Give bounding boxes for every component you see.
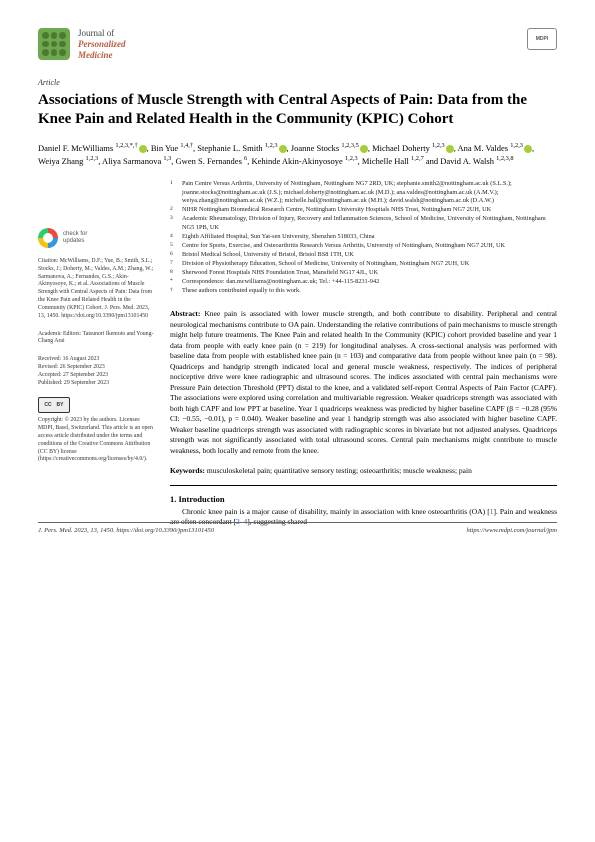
- affiliation-row: 4 Eighth Affiliated Hospital, Sun Yat-sen…: [170, 233, 557, 242]
- sidebar-column: check for updates Citation: McWilliams, …: [38, 180, 156, 528]
- citation-block: Citation: McWilliams, D.F.; Yue, B.; Smi…: [38, 258, 156, 321]
- keywords-text: musculoskeletal pain; quantitative senso…: [207, 466, 472, 475]
- abstract-label: Abstract:: [170, 309, 200, 318]
- journal-logo-icon: [38, 28, 70, 60]
- affiliation-marker: 8: [170, 269, 176, 278]
- affiliation-row: † These authors contributed equally to th…: [170, 287, 557, 296]
- affiliation-text: Sherwood Forest Hospitals NHS Foundation…: [182, 269, 378, 278]
- abstract-text: Knee pain is associated with lower muscl…: [170, 309, 557, 455]
- affiliation-marker: 5: [170, 242, 176, 251]
- affiliation-marker: 2: [170, 206, 176, 215]
- affiliation-row: 3 Academic Rheumatology, Division of Inju…: [170, 215, 557, 232]
- affiliation-row: 5 Centre for Sports, Exercise, and Osteoa…: [170, 242, 557, 251]
- page-header: Journal of Personalized Medicine MDPI: [38, 28, 557, 60]
- journal-brand: Journal of Personalized Medicine: [38, 28, 126, 60]
- journal-name-l1: Journal of: [78, 28, 126, 39]
- affiliation-text: NIHR Nottingham Biomedical Research Cent…: [182, 206, 491, 215]
- article-dates: Received: 16 August 2023Revised: 26 Sept…: [38, 356, 156, 387]
- check-for-updates-button[interactable]: check for updates: [38, 228, 156, 248]
- affiliation-text: Centre for Sports, Exercise, and Osteoar…: [182, 242, 505, 251]
- affiliation-marker: 7: [170, 260, 176, 269]
- keywords-block: Keywords: musculoskeletal pain; quantita…: [170, 466, 557, 486]
- journal-name-l2: Personalized: [78, 39, 126, 50]
- affiliation-text: Academic Rheumatology, Division of Injur…: [182, 215, 557, 232]
- cc-by-icon: CCBY: [38, 397, 70, 413]
- check-updates-l2: updates: [63, 238, 87, 245]
- affiliation-marker: 6: [170, 251, 176, 260]
- journal-name: Journal of Personalized Medicine: [78, 28, 126, 60]
- affiliation-row: 6 Bristol Medical School, University of B…: [170, 251, 557, 260]
- affiliation-row: 7 Division of Physiotherapy Education, Sc…: [170, 260, 557, 269]
- affiliations-list: 1Pain Centre Versus Arthritis, Universit…: [170, 180, 557, 295]
- publisher-logo-icon[interactable]: MDPI: [527, 28, 557, 50]
- affiliation-row: * Correspondence: dan.mcwilliams@nottingh…: [170, 278, 557, 287]
- section-introduction-heading: 1. Introduction: [170, 494, 557, 504]
- author-list: Daniel F. McWilliams 1,2,3,*,†, Bin Yue …: [38, 141, 557, 168]
- affiliation-text: Correspondence: dan.mcwilliams@nottingha…: [182, 278, 379, 287]
- affiliation-text: Division of Physiotherapy Education, Sch…: [182, 260, 469, 269]
- footer-journal-url[interactable]: https://www.mdpi.com/journal/jpm: [466, 527, 557, 534]
- check-updates-icon: [38, 228, 58, 248]
- page-footer: J. Pers. Med. 2023, 13, 1450. https://do…: [38, 522, 557, 534]
- affiliation-marker: †: [170, 287, 176, 296]
- check-updates-l1: check for: [63, 231, 87, 238]
- affiliation-text: Bristol Medical School, University of Br…: [182, 251, 354, 260]
- citation-link[interactable]: 1: [490, 507, 494, 516]
- journal-name-l3: Medicine: [78, 50, 126, 61]
- affiliation-text: Pain Centre Versus Arthritis, University…: [182, 180, 557, 206]
- affiliation-row: 1Pain Centre Versus Arthritis, Universit…: [170, 180, 557, 206]
- affiliation-marker: *: [170, 278, 176, 287]
- affiliation-marker: 1: [170, 180, 176, 206]
- copyright-text: Copyright: © 2023 by the authors. Licens…: [38, 417, 156, 464]
- article-type: Article: [38, 78, 557, 87]
- affiliation-marker: 3: [170, 215, 176, 232]
- affiliation-row: 8 Sherwood Forest Hospitals NHS Foundatio…: [170, 269, 557, 278]
- license-badge[interactable]: CCBY: [38, 397, 156, 413]
- main-column: 1Pain Centre Versus Arthritis, Universit…: [170, 180, 557, 528]
- footer-citation: J. Pers. Med. 2023, 13, 1450. https://do…: [38, 527, 214, 534]
- check-updates-label: check for updates: [63, 231, 87, 244]
- academic-editors: Academic Editors: Tatsunori Ikemoto and …: [38, 331, 156, 347]
- keywords-label: Keywords:: [170, 466, 205, 475]
- affiliation-row: 2 NIHR Nottingham Biomedical Research Cen…: [170, 206, 557, 215]
- affiliation-text: These authors contributed equally to thi…: [182, 287, 301, 296]
- affiliation-marker: 4: [170, 233, 176, 242]
- abstract-block: Abstract: Knee pain is associated with l…: [170, 309, 557, 456]
- affiliation-text: Eighth Affiliated Hospital, Sun Yat-sen …: [182, 233, 375, 242]
- article-title: Associations of Muscle Strength with Cen…: [38, 91, 557, 129]
